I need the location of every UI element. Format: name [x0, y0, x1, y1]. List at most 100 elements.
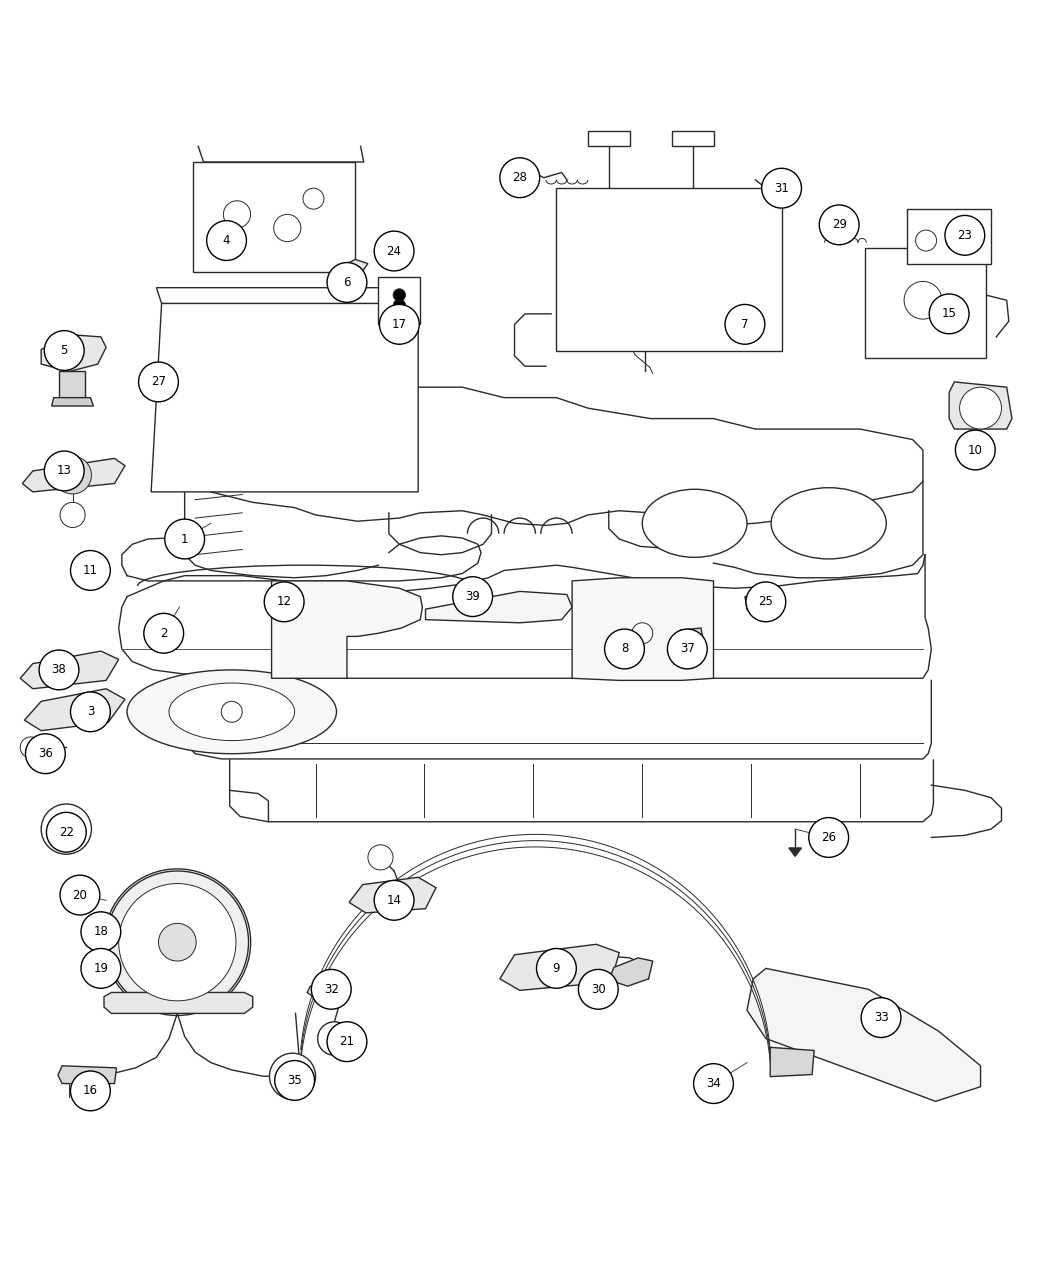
Text: 36: 36 [38, 747, 52, 760]
Text: 3: 3 [87, 705, 94, 718]
Circle shape [46, 812, 86, 852]
Circle shape [960, 387, 1002, 429]
Circle shape [819, 204, 859, 245]
Polygon shape [104, 992, 253, 1014]
Circle shape [41, 805, 91, 854]
Polygon shape [156, 287, 413, 304]
Circle shape [270, 1054, 316, 1099]
Text: 26: 26 [821, 831, 836, 844]
Circle shape [165, 520, 205, 559]
Polygon shape [556, 188, 781, 350]
Text: 19: 19 [93, 962, 108, 974]
Polygon shape [907, 209, 991, 263]
Circle shape [668, 630, 708, 669]
Polygon shape [308, 979, 341, 1000]
Text: 21: 21 [339, 1036, 355, 1048]
Text: 11: 11 [83, 564, 98, 577]
Text: 7: 7 [741, 318, 749, 331]
Polygon shape [51, 397, 93, 406]
Text: 23: 23 [958, 229, 972, 241]
Circle shape [222, 701, 243, 723]
Text: 25: 25 [758, 595, 773, 608]
Polygon shape [572, 577, 714, 681]
Text: 31: 31 [774, 181, 789, 194]
Circle shape [139, 363, 178, 402]
Polygon shape [330, 259, 367, 281]
Circle shape [20, 737, 41, 757]
Text: 14: 14 [386, 894, 401, 907]
Text: 37: 37 [680, 642, 695, 655]
Circle shape [328, 263, 366, 303]
Circle shape [605, 630, 645, 669]
Polygon shape [949, 382, 1012, 429]
Circle shape [453, 577, 492, 617]
Circle shape [159, 923, 196, 962]
Circle shape [81, 949, 121, 988]
Polygon shape [744, 594, 778, 609]
Circle shape [303, 188, 324, 209]
Text: 39: 39 [465, 590, 480, 603]
Polygon shape [24, 688, 125, 730]
Polygon shape [378, 277, 420, 324]
Circle shape [537, 949, 576, 988]
Ellipse shape [643, 489, 747, 557]
Circle shape [916, 230, 937, 252]
Polygon shape [747, 968, 981, 1101]
Text: 1: 1 [181, 533, 188, 545]
Text: 16: 16 [83, 1084, 98, 1097]
Circle shape [70, 550, 110, 590]
Text: 24: 24 [386, 244, 401, 258]
Circle shape [265, 582, 304, 622]
Polygon shape [151, 304, 418, 492]
Text: 13: 13 [57, 465, 71, 478]
Text: 2: 2 [160, 627, 167, 640]
Text: 5: 5 [61, 344, 68, 358]
Polygon shape [425, 591, 572, 623]
Polygon shape [588, 130, 630, 147]
Text: 29: 29 [832, 218, 846, 231]
Circle shape [119, 884, 236, 1001]
Text: 34: 34 [706, 1077, 721, 1091]
Circle shape [81, 912, 121, 951]
Circle shape [379, 304, 419, 345]
Polygon shape [193, 162, 355, 272]
Text: 32: 32 [323, 983, 339, 996]
Circle shape [956, 430, 995, 470]
Polygon shape [680, 628, 704, 641]
Polygon shape [771, 1047, 814, 1077]
Circle shape [54, 816, 79, 842]
Text: 12: 12 [276, 595, 292, 608]
Circle shape [746, 582, 785, 622]
Circle shape [393, 289, 405, 301]
Circle shape [328, 1022, 366, 1061]
Circle shape [724, 304, 764, 345]
Ellipse shape [169, 683, 295, 741]
Polygon shape [349, 877, 436, 913]
Text: 33: 33 [874, 1011, 888, 1024]
Circle shape [946, 230, 967, 252]
Circle shape [929, 294, 969, 333]
Circle shape [374, 231, 414, 271]
Text: 28: 28 [512, 171, 527, 184]
Polygon shape [500, 944, 620, 991]
Polygon shape [789, 848, 801, 857]
Circle shape [106, 871, 249, 1014]
Polygon shape [865, 248, 986, 358]
Polygon shape [58, 1066, 117, 1084]
Circle shape [904, 281, 942, 319]
Text: 8: 8 [621, 642, 628, 655]
Circle shape [144, 613, 184, 653]
Polygon shape [672, 130, 714, 147]
Text: 27: 27 [151, 375, 166, 388]
Circle shape [274, 215, 301, 241]
Circle shape [282, 1066, 303, 1087]
Text: 30: 30 [591, 983, 606, 996]
Text: 22: 22 [59, 826, 74, 839]
Circle shape [312, 969, 351, 1009]
Polygon shape [272, 581, 422, 678]
Circle shape [39, 650, 79, 690]
Circle shape [761, 169, 801, 208]
Text: 17: 17 [392, 318, 406, 331]
Polygon shape [20, 651, 119, 688]
Circle shape [500, 158, 540, 198]
